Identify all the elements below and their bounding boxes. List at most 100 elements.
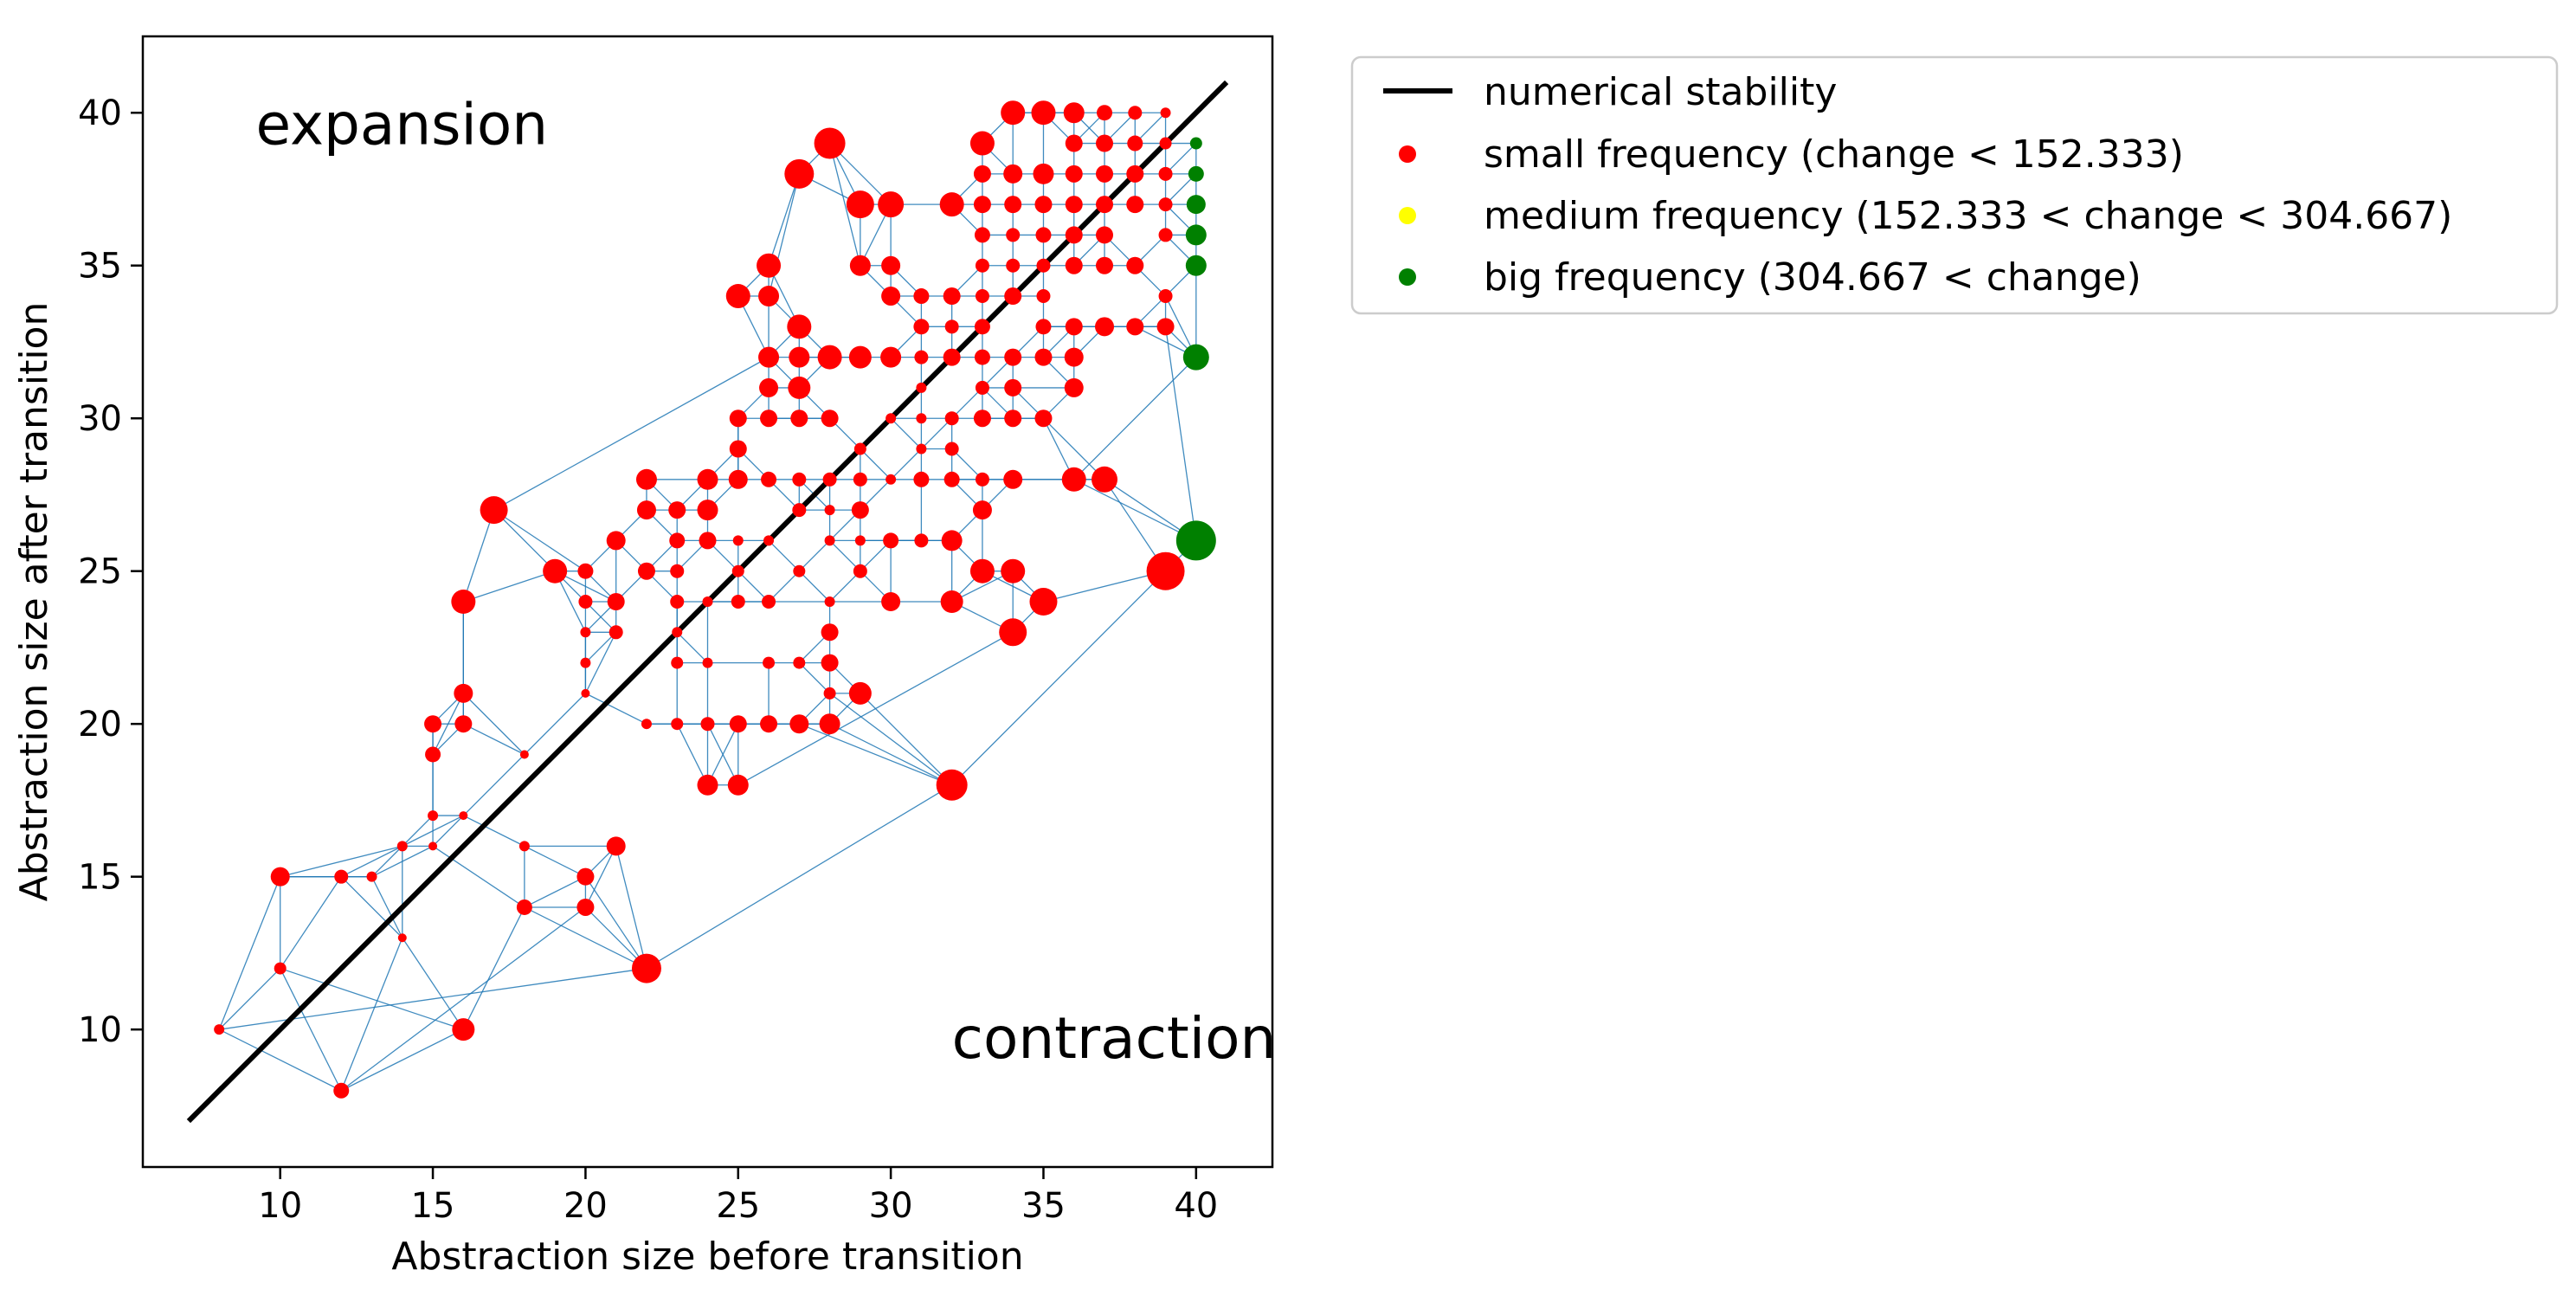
- legend-marker-big: [1399, 268, 1416, 286]
- data-point: [1175, 520, 1216, 561]
- data-point: [1003, 469, 1023, 489]
- data-point: [1185, 255, 1207, 276]
- data-point: [578, 595, 593, 609]
- y-tick-label: 25: [78, 552, 122, 592]
- data-point: [480, 496, 508, 525]
- y-tick-label: 30: [78, 399, 122, 439]
- data-point: [518, 841, 530, 852]
- data-point: [819, 713, 840, 735]
- legend-marker-medium: [1399, 207, 1416, 224]
- data-point: [824, 535, 835, 546]
- data-point: [1189, 137, 1202, 150]
- data-point: [846, 190, 874, 219]
- transition-edge: [1043, 571, 1166, 603]
- data-point: [729, 409, 747, 428]
- data-point: [1156, 318, 1175, 336]
- data-point: [881, 255, 901, 275]
- data-point: [814, 127, 846, 159]
- data-point: [849, 255, 871, 276]
- y-tick-label: 10: [78, 1010, 122, 1050]
- data-point: [607, 593, 625, 610]
- data-point: [669, 532, 686, 549]
- data-point: [1159, 137, 1172, 150]
- data-point: [1004, 196, 1022, 214]
- legend-label-small: small frequency (change < 152.333): [1484, 132, 2184, 177]
- data-point: [758, 286, 780, 307]
- data-point: [702, 657, 713, 668]
- data-point: [727, 774, 749, 796]
- data-point: [670, 595, 685, 609]
- transition-edge: [219, 967, 647, 1030]
- data-point: [761, 471, 777, 487]
- transition-edge: [646, 784, 952, 970]
- transition-edge: [524, 906, 647, 970]
- x-tick-label: 15: [411, 1186, 455, 1226]
- data-point: [853, 472, 867, 487]
- data-point: [428, 841, 438, 851]
- data-point: [1096, 134, 1114, 152]
- data-point: [763, 656, 776, 669]
- data-point: [702, 596, 713, 607]
- data-point: [792, 472, 807, 487]
- legend-label-medium: medium frequency (152.333 < change < 304…: [1484, 194, 2452, 238]
- transition-edge: [860, 693, 953, 786]
- data-point: [824, 596, 835, 607]
- transition-edge: [524, 876, 586, 908]
- x-tick-label: 40: [1174, 1186, 1218, 1226]
- data-point: [999, 618, 1027, 647]
- transition-edge: [920, 417, 953, 449]
- data-point: [944, 319, 959, 334]
- data-point: [454, 683, 473, 703]
- data-point: [760, 715, 778, 733]
- data-point: [817, 345, 842, 370]
- data-point: [1096, 226, 1114, 244]
- data-point: [881, 592, 901, 611]
- data-point: [637, 562, 655, 580]
- data-point: [1092, 466, 1118, 493]
- transition-edge: [799, 723, 952, 786]
- data-point: [1065, 196, 1083, 214]
- legend-frame: [1350, 55, 2559, 315]
- data-point: [936, 769, 968, 801]
- transition-edge: [463, 571, 556, 603]
- data-point: [1065, 164, 1083, 183]
- transition-edge: [706, 723, 739, 786]
- data-point: [425, 746, 441, 763]
- data-point: [848, 681, 872, 705]
- data-point: [1063, 102, 1085, 124]
- legend: numerical stability small frequency (cha…: [1350, 55, 2559, 315]
- transition-edge: [280, 876, 342, 969]
- transition-edge: [615, 846, 647, 969]
- data-point: [757, 253, 782, 278]
- data-point: [1160, 107, 1171, 119]
- data-point: [941, 530, 963, 551]
- data-point: [878, 191, 905, 218]
- data-point: [1035, 319, 1052, 335]
- data-point: [854, 535, 866, 546]
- data-point: [1158, 228, 1173, 242]
- transition-edge: [676, 723, 709, 786]
- data-point: [793, 564, 806, 577]
- data-point: [697, 468, 718, 490]
- data-point: [1188, 165, 1204, 182]
- data-point: [1035, 227, 1052, 243]
- transition-edge: [951, 448, 983, 480]
- transition-edge: [798, 571, 831, 603]
- data-point: [821, 409, 839, 428]
- transition-edge: [402, 815, 464, 847]
- data-point: [1065, 256, 1083, 274]
- data-point: [940, 590, 963, 613]
- data-point: [1034, 196, 1053, 214]
- transition-edge: [890, 417, 922, 449]
- data-point: [789, 714, 809, 734]
- data-point: [1096, 256, 1114, 274]
- data-point: [609, 625, 623, 640]
- transition-edge: [829, 571, 861, 603]
- legend-label-stability: numerical stability: [1484, 70, 1837, 114]
- data-point: [672, 627, 683, 638]
- data-point: [334, 869, 349, 884]
- transition-edge: [493, 509, 586, 572]
- data-point: [543, 558, 568, 584]
- y-tick-label: 15: [78, 858, 122, 898]
- data-point: [760, 409, 778, 428]
